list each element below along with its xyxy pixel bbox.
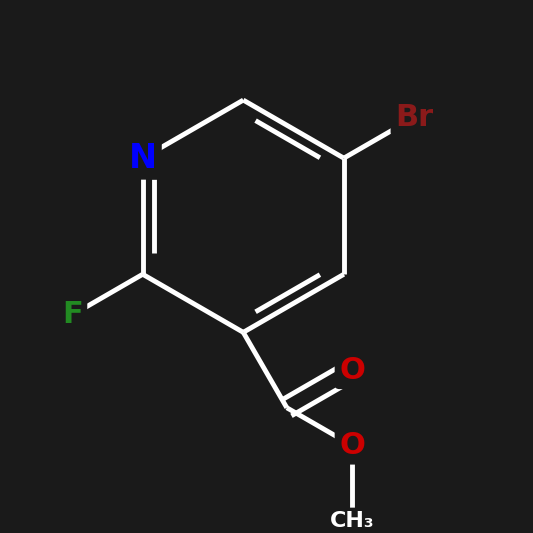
Text: CH₃: CH₃ <box>330 511 375 531</box>
Text: Br: Br <box>395 103 433 132</box>
Text: F: F <box>62 301 83 329</box>
Text: N: N <box>128 142 157 175</box>
Text: O: O <box>339 431 365 460</box>
Text: O: O <box>339 356 365 384</box>
